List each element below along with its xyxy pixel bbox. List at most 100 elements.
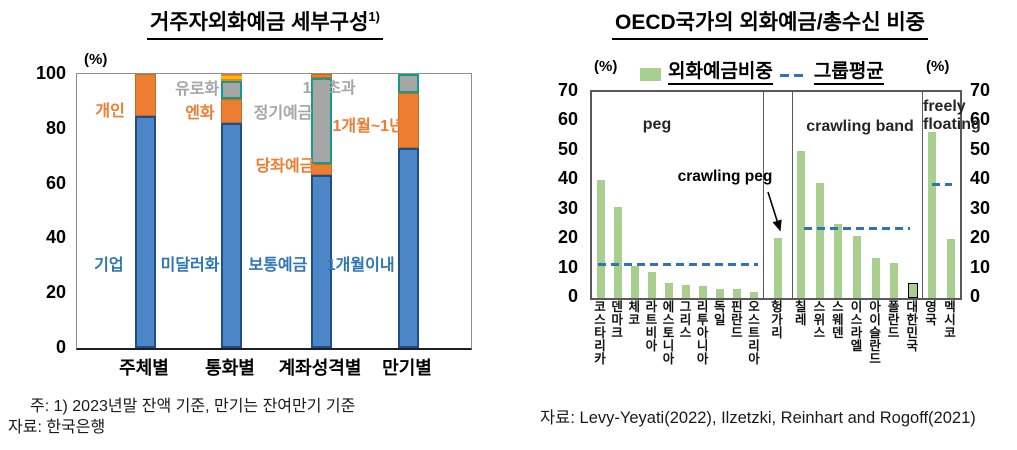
country-label-리투아니아: 리투아니아 [694,300,709,365]
country-label-이스라엘: 이스라엘 [848,300,862,352]
country-label-칠레: 칠레 [792,300,807,326]
right-chart-source: 자료: Levy-Yeyati(2022), Ilzetzki, Reinhar… [540,409,976,427]
country-label-핀란드: 핀란드 [728,300,743,339]
left-chart-title-text: 거주자외화예금 세부구성 [150,11,369,34]
bar-라트비아 [647,271,656,298]
y-tick-left-0: 0 [567,286,578,306]
y-tick-100: 100 [35,63,66,83]
country-label-독일: 독일 [711,300,726,326]
group-label-crawling-band: crawling band [806,118,914,135]
segment-기업 [134,116,156,348]
annotation-crawling-peg: crawling peg [677,168,773,185]
left-chart-title-footnote-marker: 1) [368,9,380,24]
segment-당좌예금 [310,164,332,176]
deposit-share-swatch [640,68,661,81]
y-tick-left-10: 10 [557,256,578,277]
bar-label-1개월이내: 1개월이내 [326,257,395,275]
x-category-계좌성격별: 계좌성격별 [278,358,362,378]
y-tick-20: 20 [45,282,66,303]
country-label-라트비아: 라트비아 [642,300,657,352]
bar-덴마크 [613,206,622,298]
right-y-axis-unit-right: (%) [926,58,950,75]
y-tick-left-70: 70 [557,80,578,100]
bar-label-1개월~1년: 1개월~1년 [332,117,404,135]
bar-핀란드 [733,289,742,298]
group-separator [922,92,923,298]
segment-etc [220,74,242,77]
y-tick-60: 60 [45,172,66,193]
bar-label-기업: 기업 [94,257,124,275]
left-chart-note: 주: 1) 2023년말 잔액 기준, 만기는 잔여만기 기준 [30,398,356,415]
y-tick-right-20: 20 [970,227,991,248]
y-tick-left-20: 20 [557,227,578,248]
y-tick-right-60: 60 [970,109,991,130]
group-average-legend-label: 그룹평균 [813,62,884,85]
bar-오스트리아 [750,292,759,298]
bar-이스라엘 [853,236,861,298]
left-chart-source: 자료: 한국은행 [8,419,106,436]
right-chart-title: OECD국가의 외화예금/총수신 비중 [528,6,1012,40]
bar-에스토니아 [664,283,673,298]
y-tick-right-30: 30 [970,197,991,218]
x-category-주체별: 주체별 [119,358,169,378]
y-tick-right-0: 0 [970,286,981,306]
y-tick-left-60: 60 [557,109,578,130]
country-label-멕시코: 멕시코 [941,300,956,339]
segment-1년초과 [397,74,419,94]
group-average-line-crawling band [804,227,910,231]
stacked-bar-계좌성격별 [310,74,332,348]
y-tick-right-70: 70 [970,80,991,100]
stacked-bar-통화별 [220,74,242,348]
segment-유로화 [220,80,242,99]
y-tick-right-40: 40 [970,168,991,189]
right-y-axis-unit-left: (%) [594,58,618,75]
bar-스웨덴 [834,224,843,298]
y-tick-0: 0 [55,337,66,357]
bar-label-엔화: 엔화 [185,104,215,122]
bar-대한민국 [907,283,918,298]
segment-개인 [134,74,156,117]
segment-정기예금 [310,78,332,165]
country-label-코스타리카: 코스타리카 [591,300,606,365]
bar-스위스 [815,183,824,298]
country-label-영국: 영국 [922,300,937,326]
x-category-만기별: 만기별 [382,358,432,378]
segment-미달러화 [220,123,242,348]
bar-폴란드 [890,262,899,298]
group-average-swatch [779,74,807,77]
country-label-체코: 체코 [625,300,640,326]
bar-label-당좌예금: 당좌예금 [255,157,315,175]
right-chart-title-text: OECD국가의 외화예금/총수신 비중 [614,11,925,34]
group-label-peg: peg [642,116,672,133]
country-label-스위스: 스위스 [810,300,825,339]
y-tick-40: 40 [45,227,66,248]
bar-그리스 [682,284,691,298]
group-separator [792,92,793,298]
left-y-axis-unit: (%) [84,51,108,68]
bar-코스타리카 [596,180,605,298]
bar-label-개인: 개인 [95,103,125,121]
country-label-대한민국: 대한민국 [903,300,918,352]
bar-헝가리 [773,237,782,298]
y-tick-left-40: 40 [557,168,578,189]
bar-멕시코 [946,239,955,298]
segment-etc [220,76,242,79]
country-label-폴란드: 폴란드 [885,300,900,339]
country-label-아이슬란드: 아이슬란드 [866,300,881,365]
bar-label-보통예금: 보통예금 [248,257,308,275]
bar-체코 [630,265,639,298]
segment-1개월이내 [397,147,419,348]
segment-1개월~1년 [397,93,419,148]
right-chart-legend: 외화예금비중 그룹평균 [640,62,884,85]
bar-영국 [927,131,936,298]
y-tick-right-10: 10 [970,256,991,277]
group-average-line-peg [598,262,758,266]
bar-독일 [716,289,725,298]
country-label-헝가리: 헝가리 [768,300,783,339]
segment-etc [220,78,242,81]
y-tick-left-30: 30 [557,197,578,218]
deposit-share-legend-label: 외화예금비중 [668,62,773,85]
bar-아이슬란드 [871,258,880,298]
segment-etc [310,74,332,79]
